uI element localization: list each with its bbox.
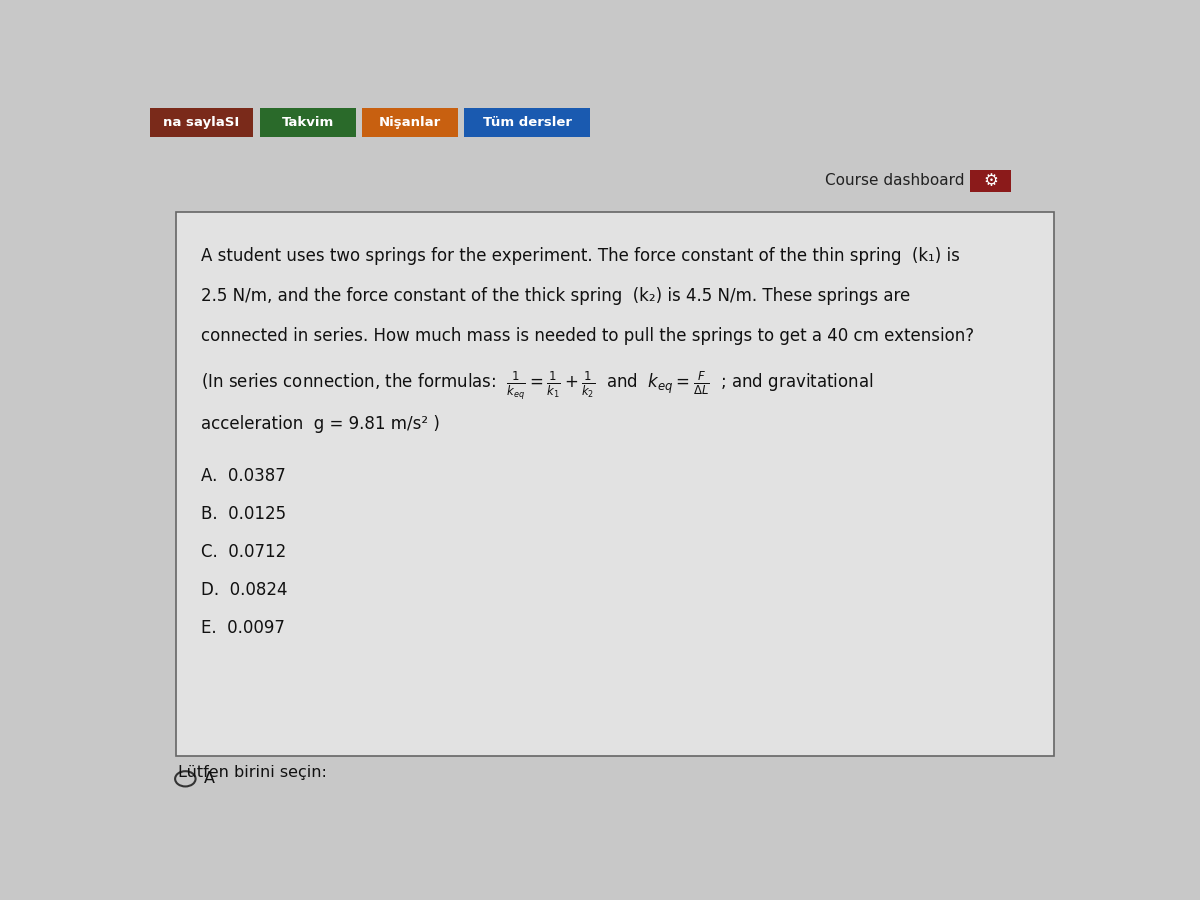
FancyBboxPatch shape — [176, 212, 1054, 756]
FancyBboxPatch shape — [464, 108, 590, 137]
FancyBboxPatch shape — [259, 108, 355, 137]
FancyBboxPatch shape — [362, 108, 458, 137]
Text: Nişanlar: Nişanlar — [379, 116, 442, 129]
Text: E.  0.0097: E. 0.0097 — [202, 619, 286, 637]
Text: Lütfen birini seçin:: Lütfen birini seçin: — [178, 765, 326, 780]
Text: Takvim: Takvim — [282, 116, 334, 129]
Text: D.  0.0824: D. 0.0824 — [202, 581, 288, 599]
Text: A student uses two springs for the experiment. The force constant of the thin sp: A student uses two springs for the exper… — [202, 247, 960, 265]
Text: B.  0.0125: B. 0.0125 — [202, 505, 287, 523]
Text: (In series connection, the formulas:  $\frac{1}{k_{eq}} = \frac{1}{k_1} + \frac{: (In series connection, the formulas: $\f… — [202, 370, 874, 402]
Text: ⚙: ⚙ — [983, 172, 998, 190]
Text: C.  0.0712: C. 0.0712 — [202, 544, 287, 562]
Text: A: A — [204, 771, 215, 787]
FancyBboxPatch shape — [150, 108, 253, 137]
Text: A.  0.0387: A. 0.0387 — [202, 467, 286, 485]
Text: 2.5 N/m, and the force constant of the thick spring  (k₂) is 4.5 N/m. These spri: 2.5 N/m, and the force constant of the t… — [202, 287, 911, 305]
FancyBboxPatch shape — [971, 170, 1012, 192]
Text: connected in series. How much mass is needed to pull the springs to get a 40 cm : connected in series. How much mass is ne… — [202, 327, 974, 345]
Text: na saylaSI: na saylaSI — [163, 116, 240, 129]
Text: Course dashboard: Course dashboard — [826, 174, 965, 188]
Text: Tüm dersler: Tüm dersler — [482, 116, 571, 129]
Text: acceleration  g = 9.81 m/s² ): acceleration g = 9.81 m/s² ) — [202, 415, 440, 433]
